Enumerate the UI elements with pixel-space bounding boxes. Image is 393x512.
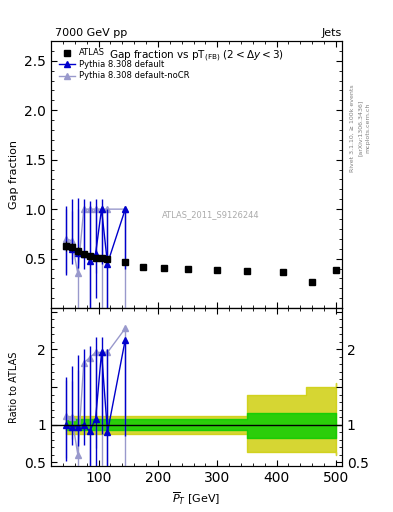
Y-axis label: Gap fraction: Gap fraction (9, 140, 19, 209)
Text: mcplots.cern.ch: mcplots.cern.ch (365, 103, 371, 153)
Text: Gap fraction vs pT$_{\mathrm{(FB)}}$ $(2 < \Delta y < 3)$: Gap fraction vs pT$_{\mathrm{(FB)}}$ $(2… (109, 49, 284, 65)
Text: 7000 GeV pp: 7000 GeV pp (55, 28, 127, 38)
Text: Jets: Jets (321, 28, 342, 38)
Text: Rivet 3.1.10, ≥ 100k events: Rivet 3.1.10, ≥ 100k events (350, 84, 355, 172)
Text: ATLAS_2011_S9126244: ATLAS_2011_S9126244 (162, 210, 260, 219)
X-axis label: $\overline{P}_T$ [GeV]: $\overline{P}_T$ [GeV] (173, 490, 220, 507)
Text: [arXiv:1306.3436]: [arXiv:1306.3436] (358, 100, 363, 156)
Legend: ATLAS, Pythia 8.308 default, Pythia 8.308 default-noCR: ATLAS, Pythia 8.308 default, Pythia 8.30… (55, 45, 193, 84)
Y-axis label: Ratio to ATLAS: Ratio to ATLAS (9, 351, 19, 423)
